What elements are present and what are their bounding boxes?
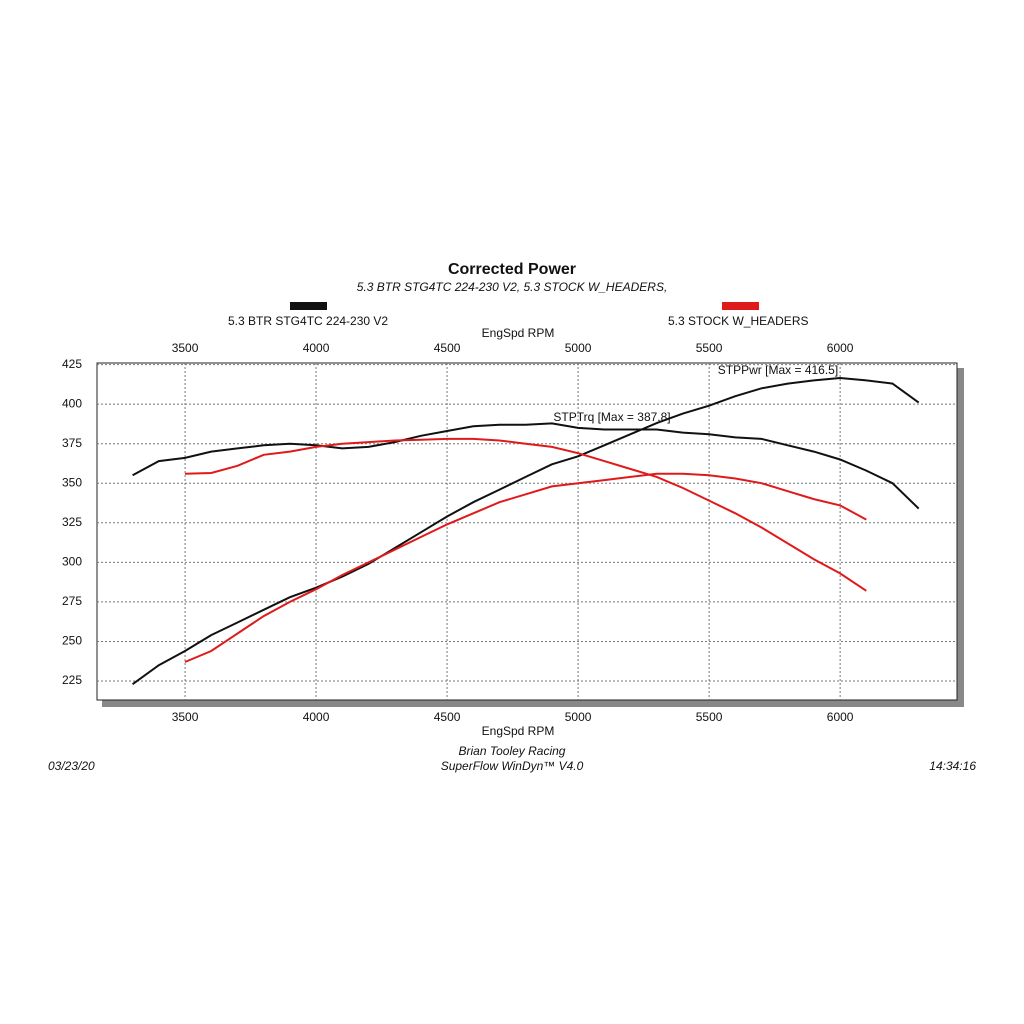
y-tick-label: 300 <box>62 555 82 569</box>
y-tick-label: 375 <box>62 436 82 450</box>
x-tick-label-top: 5000 <box>565 341 592 355</box>
footer-software: SuperFlow WinDyn™ V4.0 <box>441 759 584 773</box>
x-tick-label-top: 6000 <box>827 341 854 355</box>
line-power <box>184 472 867 663</box>
y-tick-label: 275 <box>62 594 82 608</box>
line-torque <box>132 422 920 510</box>
x-axis-label-top: EngSpd RPM <box>482 326 555 340</box>
x-tick-label: 5000 <box>565 710 592 724</box>
y-tick-label: 400 <box>62 396 82 410</box>
chart-title: Corrected Power <box>448 261 576 278</box>
x-tick-label: 3500 <box>172 710 199 724</box>
x-tick-label-top: 4500 <box>434 341 461 355</box>
legend-label: 5.3 BTR STG4TC 224-230 V2 <box>228 314 388 328</box>
x-tick-label: 4500 <box>434 710 461 724</box>
legend-swatch <box>290 302 327 310</box>
y-tick-label: 225 <box>62 673 82 687</box>
x-tick-label-top: 5500 <box>696 341 723 355</box>
x-tick-label: 6000 <box>827 710 854 724</box>
legend-label: 5.3 STOCK W_HEADERS <box>668 314 808 328</box>
plot-area <box>96 362 958 701</box>
legend-swatch <box>722 302 759 310</box>
y-tick-label: 425 <box>62 357 82 371</box>
footer-time: 14:34:16 <box>929 759 976 773</box>
y-tick-label: 350 <box>62 475 82 489</box>
annotation: STPTrq [Max = 387.8] <box>553 410 670 424</box>
x-tick-label: 5500 <box>696 710 723 724</box>
footer-shop: Brian Tooley Racing <box>459 744 566 758</box>
annotation: STPPwr [Max = 416.5] <box>718 363 838 377</box>
chart-subtitle: 5.3 BTR STG4TC 224-230 V2, 5.3 STOCK W_H… <box>357 280 668 294</box>
line-torque <box>184 437 867 592</box>
x-axis-label: EngSpd RPM <box>482 724 555 738</box>
x-tick-label-top: 3500 <box>172 341 199 355</box>
x-tick-label-top: 4000 <box>303 341 330 355</box>
line-power <box>132 376 920 686</box>
y-tick-label: 325 <box>62 515 82 529</box>
y-tick-label: 250 <box>62 634 82 648</box>
footer-date: 03/23/20 <box>48 759 95 773</box>
x-tick-label: 4000 <box>303 710 330 724</box>
